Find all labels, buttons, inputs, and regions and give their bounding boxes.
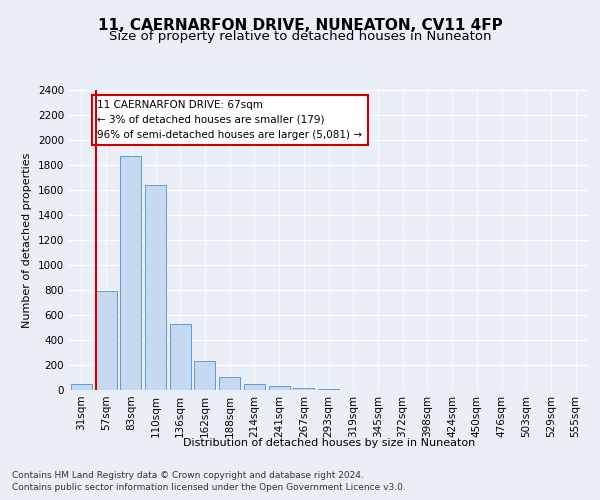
Bar	[293, 388, 314, 390]
Text: Size of property relative to detached houses in Nuneaton: Size of property relative to detached ho…	[109, 30, 491, 43]
Text: Contains public sector information licensed under the Open Government Licence v3: Contains public sector information licen…	[12, 483, 406, 492]
Bar	[71, 384, 92, 390]
Bar	[194, 360, 215, 390]
Bar	[95, 291, 116, 390]
Text: Distribution of detached houses by size in Nuneaton: Distribution of detached houses by size …	[182, 438, 475, 448]
Bar	[219, 377, 240, 390]
Bar	[120, 156, 141, 390]
Bar	[145, 185, 166, 390]
Text: 11, CAERNARFON DRIVE, NUNEATON, CV11 4FP: 11, CAERNARFON DRIVE, NUNEATON, CV11 4FP	[98, 18, 502, 32]
Bar	[170, 324, 191, 390]
Text: Contains HM Land Registry data © Crown copyright and database right 2024.: Contains HM Land Registry data © Crown c…	[12, 470, 364, 480]
Y-axis label: Number of detached properties: Number of detached properties	[22, 152, 32, 328]
Bar	[244, 384, 265, 390]
Text: 11 CAERNARFON DRIVE: 67sqm
← 3% of detached houses are smaller (179)
96% of semi: 11 CAERNARFON DRIVE: 67sqm ← 3% of detac…	[97, 100, 362, 140]
Bar	[269, 386, 290, 390]
